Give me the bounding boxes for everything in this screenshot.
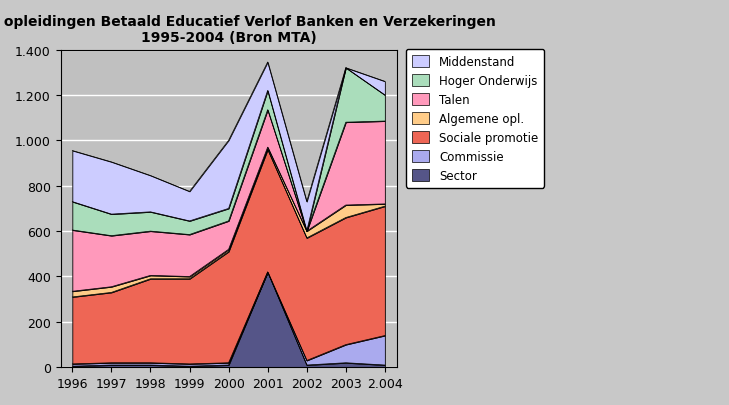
Title: Aard opleidingen Betaald Educatief Verlof Banken en Verzekeringen
1995-2004 (Bro: Aard opleidingen Betaald Educatief Verlo… [0, 15, 496, 45]
Legend: Middenstand, Hoger Onderwijs, Talen, Algemene opl., Sociale promotie, Commissie,: Middenstand, Hoger Onderwijs, Talen, Alg… [406, 50, 544, 188]
